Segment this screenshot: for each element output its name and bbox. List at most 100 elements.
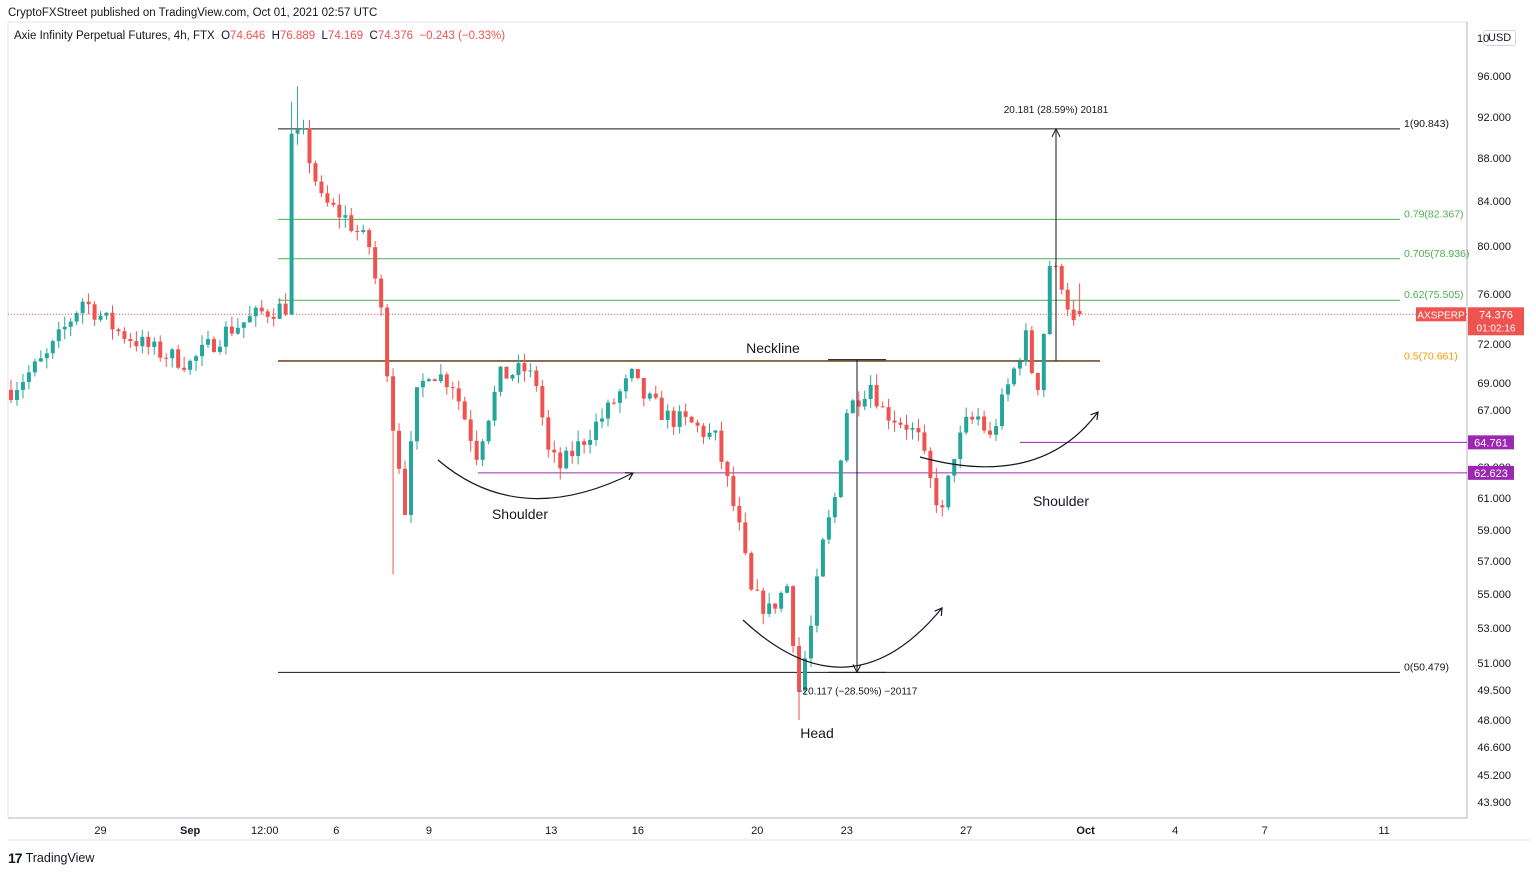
head-curve [742, 607, 943, 668]
candle-body [468, 419, 473, 441]
y-tick-label: 72.000 [1477, 339, 1511, 351]
candle-body [516, 363, 521, 375]
candle-body [182, 367, 187, 370]
candle-body [241, 322, 246, 328]
candle-body [62, 326, 67, 330]
y-tick-label: 49.500 [1477, 685, 1511, 697]
candle-body [140, 336, 145, 347]
fib-level-label: 0.5(70.661) [1404, 350, 1458, 362]
candle-body [229, 326, 234, 334]
price-tag-countdown: 01:02:16 [1477, 323, 1516, 334]
candle-body [128, 338, 133, 342]
left-shoulder-curve-head [624, 472, 635, 481]
candle-body [552, 449, 557, 453]
candle-body [498, 366, 503, 392]
candle-body [403, 468, 408, 516]
left-shoulder-label: Shoulder [492, 506, 548, 522]
candle-body [80, 301, 85, 314]
candle-body [814, 576, 819, 626]
candle-body [832, 497, 837, 518]
candle-body [611, 402, 616, 404]
candle-body [206, 339, 211, 345]
candle-body [582, 441, 587, 445]
candle-body [289, 133, 294, 315]
y-tick-label: 59.000 [1477, 525, 1511, 537]
tv-logo-icon: 17 [8, 850, 23, 866]
candle-body [1023, 330, 1028, 362]
x-tick-label: 7 [1262, 825, 1268, 837]
low-value: 74.169 [327, 30, 364, 42]
candle-body [564, 450, 569, 469]
candle-body [510, 374, 515, 379]
candle-body [349, 215, 354, 231]
measure-up-arrowhead [1051, 127, 1061, 138]
candle-body [976, 416, 981, 420]
high-value: 76.889 [279, 30, 316, 42]
candle-body [20, 382, 25, 391]
candle-body [623, 378, 628, 392]
candle-body [647, 393, 652, 399]
candle-body [826, 517, 831, 540]
candle-body [158, 341, 163, 358]
fib-level-label: 0.79(82.367) [1404, 208, 1464, 220]
candle-body [617, 391, 622, 403]
y-tick-label: 46.600 [1477, 742, 1511, 754]
y-tick-label: 45.200 [1477, 770, 1511, 782]
candle-body [50, 341, 55, 354]
fib-level-label: 0(50.479) [1404, 661, 1449, 673]
candle-body [1059, 266, 1064, 290]
candle-body [1029, 330, 1034, 374]
candle-body [170, 349, 175, 359]
candle-body [325, 193, 330, 203]
candle-body [791, 586, 796, 646]
candle-body [952, 459, 957, 476]
candle-body [880, 406, 885, 408]
candle-body [797, 645, 802, 691]
candle-body [576, 441, 581, 457]
candle-body [343, 215, 348, 218]
candle-body [629, 368, 634, 379]
currency-button[interactable]: USD [1483, 30, 1517, 46]
price-tag-bg [1468, 307, 1524, 336]
candle-body [934, 478, 939, 506]
candle-body [68, 321, 73, 327]
candle-body [898, 422, 903, 425]
candle-body [14, 390, 19, 400]
candle-body [456, 388, 461, 402]
candle-body [188, 360, 193, 370]
x-tick-label: 9 [426, 825, 432, 837]
candle-body [785, 586, 790, 593]
y-tick-label: 96.000 [1477, 71, 1511, 83]
head-curve-head [934, 607, 943, 617]
candle-body [731, 476, 736, 506]
candle-body [946, 475, 951, 508]
candle-body [313, 163, 318, 182]
candle-body [701, 425, 706, 437]
candle-body [892, 420, 897, 423]
candle-body [964, 416, 969, 433]
open-label: O [221, 30, 231, 42]
candle-body [1071, 309, 1076, 321]
ohlc-legend: Axie Infinity Perpetual Futures, 4h, FTX… [14, 30, 505, 42]
tradingview-logo[interactable]: 17 TradingView [8, 850, 94, 866]
candle-body [588, 439, 593, 445]
candle-body [928, 450, 933, 479]
candle-body [886, 407, 891, 421]
candle-body [223, 326, 228, 347]
candle-body [98, 315, 103, 320]
y-tick-label: 53.000 [1477, 623, 1511, 635]
publisher-info: CryptoFXStreet published on TradingView.… [8, 7, 378, 19]
y-tick-label: 92.000 [1477, 112, 1511, 124]
y-tick-label: 61.000 [1477, 493, 1511, 505]
candle-body [385, 307, 390, 377]
candle-body [606, 402, 610, 419]
fib-level-label: 0.62(75.505) [1404, 289, 1464, 301]
candle-body [462, 401, 467, 420]
candle-body [761, 590, 766, 614]
y-tick-label: 88.000 [1477, 153, 1511, 165]
candle-body [600, 418, 605, 422]
candle-body [74, 313, 79, 322]
candle-body [217, 346, 222, 352]
candle-body [38, 358, 43, 362]
